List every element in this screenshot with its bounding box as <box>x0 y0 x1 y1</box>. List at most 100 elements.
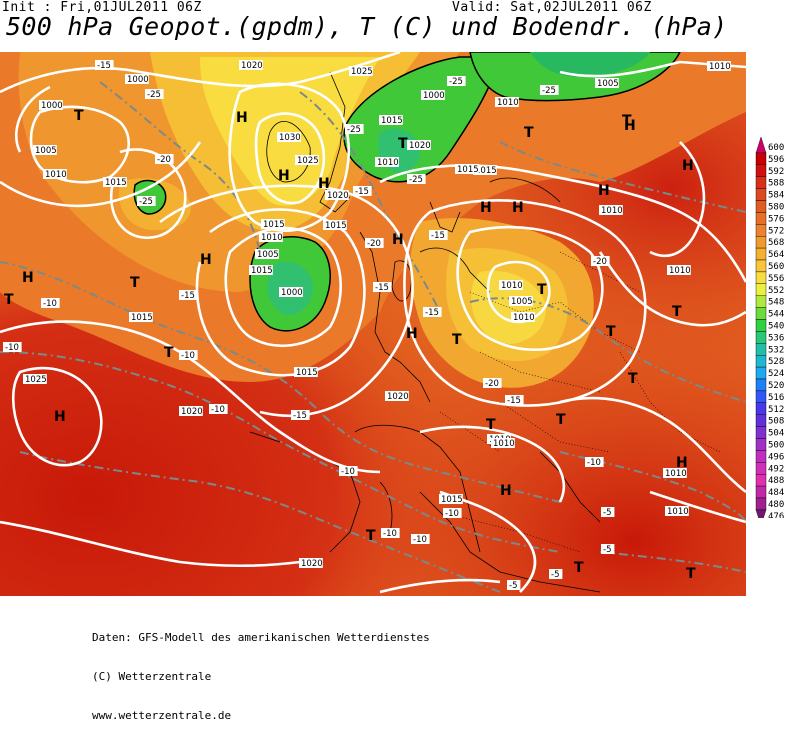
pressure-label: 1010 <box>665 469 687 479</box>
temperature-label: -10 <box>587 458 601 468</box>
temperature-labels: -15-25-20-25-25-15-25-25-25-20-15-15-15-… <box>3 60 615 591</box>
pressure-label-box <box>385 391 409 401</box>
temperature-label-box <box>540 85 559 95</box>
pressure-label-box <box>239 60 263 70</box>
pressure-label-box <box>277 132 301 142</box>
temperature-label: -15 <box>97 61 111 71</box>
high-pressure-marker: H <box>22 270 34 286</box>
pressure-label-box <box>439 494 463 504</box>
legend-swatch <box>755 259 767 273</box>
pressure-label-box <box>491 438 515 448</box>
temperature-label-box <box>145 89 164 99</box>
legend-swatch <box>755 366 767 380</box>
pressure-label-box <box>261 219 285 229</box>
legend-label: 492 <box>768 464 784 474</box>
pressure-label-box <box>125 74 149 84</box>
legend-label: 524 <box>768 369 784 379</box>
legend-label: 528 <box>768 357 784 367</box>
pressure-label: 1015 <box>441 495 463 505</box>
pressure-label-box <box>599 205 623 215</box>
high-pressure-marker: H <box>624 118 636 134</box>
legend-swatch <box>755 354 767 368</box>
legend-label: 596 <box>768 155 784 165</box>
low-pressure-marker: T <box>398 136 408 152</box>
pressure-label-box <box>33 145 57 155</box>
pressure-label: 1020 <box>387 392 409 402</box>
temperature-label-box <box>601 544 615 554</box>
pressure-label: 1010 <box>377 158 399 168</box>
legend-swatch <box>755 176 767 189</box>
pressure-label: 1010 <box>669 266 691 276</box>
legend-swatch <box>755 414 767 427</box>
pressure-label: 1015 <box>296 368 318 378</box>
pressure-labels: 1020 1025 1000 1000 1005 1010 1015 1030 1020 1015… <box>23 60 731 569</box>
legend-label: 548 <box>768 298 784 308</box>
temperature-label-box <box>179 290 198 300</box>
pressure-label-box <box>249 265 273 275</box>
temperature-label: -10 <box>445 509 459 519</box>
pressure-label: 1015 <box>105 178 127 188</box>
legend-label: 512 <box>768 405 784 415</box>
pressure-label-box <box>509 296 533 306</box>
low-pressure-marker: T <box>452 332 462 348</box>
pressure-label-box <box>39 100 63 110</box>
legend-label: 500 <box>768 440 784 450</box>
legend-label: 496 <box>768 452 784 462</box>
legend-label: 552 <box>768 286 784 296</box>
coastlines <box>249 71 601 593</box>
pressure-label: 1015 <box>131 313 153 323</box>
high-pressure-marker: H <box>480 200 492 216</box>
temperature-label-box <box>95 60 114 70</box>
legend-label: 576 <box>768 214 784 224</box>
temperature-label: -10 <box>413 535 427 545</box>
temperature-label-box <box>601 507 615 517</box>
pressure-label: 1000 <box>423 91 445 101</box>
legend-swatch <box>755 378 767 392</box>
high-pressure-marker: H <box>200 252 212 268</box>
pressure-label: 1010 <box>261 233 283 243</box>
temperature-label: -25 <box>542 86 556 96</box>
legend-swatch <box>755 136 767 154</box>
pressure-label-box <box>379 115 403 125</box>
temperature-label-box <box>443 508 462 518</box>
legend-swatch <box>755 509 767 518</box>
temperature-label: -15 <box>507 396 521 406</box>
temperature-label: -10 <box>341 467 355 477</box>
temperature-label-box <box>137 196 156 206</box>
legend-label: 520 <box>768 381 784 391</box>
temperature-label: -25 <box>147 90 161 100</box>
high-pressure-marker: H <box>318 176 330 192</box>
pressure-label-box <box>455 164 479 174</box>
temperature-label: -10 <box>211 405 225 415</box>
pressure-label: 1000 <box>281 288 303 298</box>
temperature-label: -10 <box>383 529 397 539</box>
temperature-label: -10 <box>5 343 19 353</box>
temperature-label-box <box>291 410 310 420</box>
legend-label: 540 <box>768 321 784 331</box>
pressure-label: 1030 <box>279 133 301 143</box>
temperature-label: -25 <box>409 175 423 185</box>
temperature-label: -20 <box>157 155 171 165</box>
legend-swatch <box>755 212 767 225</box>
pressure-label-box <box>499 280 523 290</box>
chart-title: 500 hPa Geopot.(gpdm), T (C) und Bodendr… <box>6 12 728 41</box>
temperature-label-box <box>411 534 430 544</box>
temperature-label-box <box>373 282 392 292</box>
pressure-label: 1015 <box>475 166 497 176</box>
temperature-label-box <box>447 76 466 86</box>
legend-label: 480 <box>768 500 784 510</box>
temperature-label-box <box>549 569 563 579</box>
legend-swatch <box>755 188 767 201</box>
pressure-label: 1015 <box>325 221 347 231</box>
temperature-label-box <box>407 174 426 184</box>
low-pressure-marker: T <box>4 292 14 308</box>
legend-swatch <box>755 247 767 261</box>
legend-label: 504 <box>768 429 784 439</box>
temperature-label: -25 <box>449 77 463 87</box>
temperature-label: -15 <box>431 231 445 241</box>
legend-label: 600 <box>768 143 784 153</box>
legend-label: 476 <box>768 512 784 518</box>
legend-swatch <box>755 390 767 403</box>
pressure-label: 1020 <box>409 141 431 151</box>
legend-swatch <box>755 200 767 213</box>
